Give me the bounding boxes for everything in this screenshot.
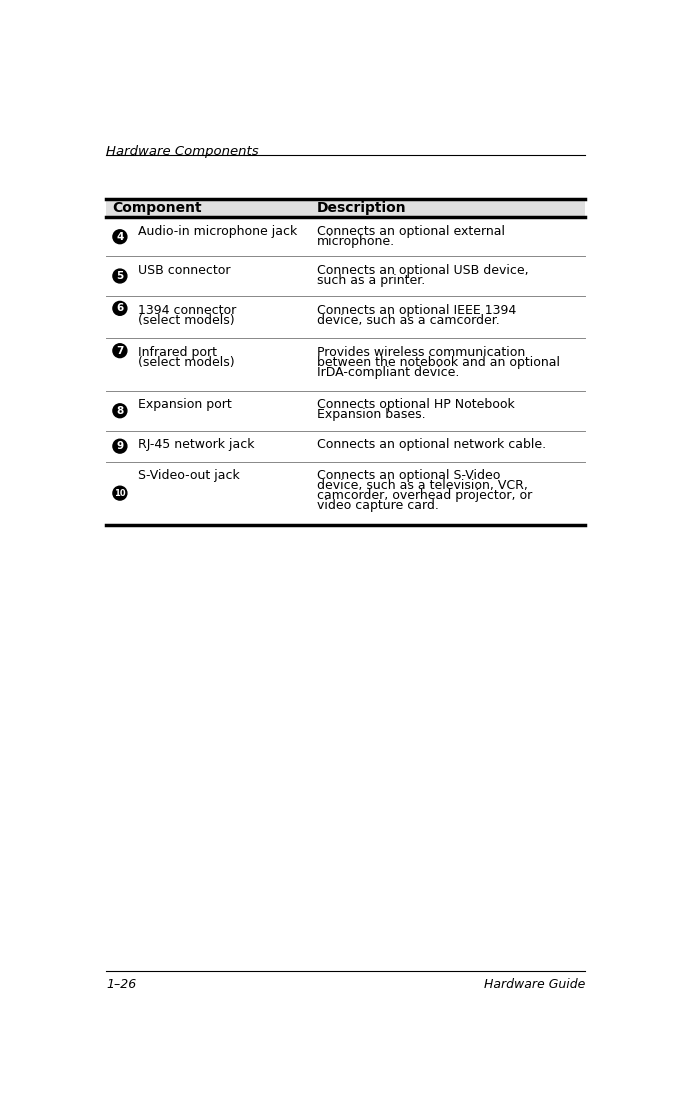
Text: Component: Component (112, 201, 202, 215)
Text: microphone.: microphone. (317, 235, 395, 248)
Text: 6: 6 (117, 304, 123, 314)
Text: Connects an optional IEEE 1394: Connects an optional IEEE 1394 (317, 304, 516, 317)
Text: 1394 connector: 1394 connector (138, 304, 237, 317)
Text: 4: 4 (116, 232, 123, 242)
Text: camcorder, overhead projector, or: camcorder, overhead projector, or (317, 490, 532, 502)
Text: Connects an optional network cable.: Connects an optional network cable. (317, 439, 546, 452)
Text: 10: 10 (114, 489, 126, 498)
Text: between the notebook and an optional: between the notebook and an optional (317, 356, 559, 370)
Text: Provides wireless communication: Provides wireless communication (317, 346, 525, 359)
Text: (select models): (select models) (138, 356, 235, 370)
Text: Audio-in microphone jack: Audio-in microphone jack (138, 225, 298, 238)
Text: Expansion bases.: Expansion bases. (317, 408, 425, 422)
Text: RJ-45 network jack: RJ-45 network jack (138, 439, 255, 452)
Circle shape (113, 229, 127, 244)
Circle shape (113, 486, 127, 500)
Text: Connects an optional USB device,: Connects an optional USB device, (317, 264, 528, 277)
Text: device, such as a television, VCR,: device, such as a television, VCR, (317, 480, 528, 492)
Text: Connects optional HP Notebook: Connects optional HP Notebook (317, 398, 514, 412)
Text: IrDA-compliant device.: IrDA-compliant device. (317, 366, 459, 380)
Text: video capture card.: video capture card. (317, 500, 439, 512)
Text: 1–26: 1–26 (106, 978, 136, 992)
Text: Description: Description (317, 201, 406, 215)
Text: device, such as a camcorder.: device, such as a camcorder. (317, 314, 499, 327)
Text: S-Video-out jack: S-Video-out jack (138, 470, 240, 482)
Text: Hardware Guide: Hardware Guide (483, 978, 585, 992)
Circle shape (113, 404, 127, 417)
Text: 5: 5 (117, 270, 123, 280)
Circle shape (113, 269, 127, 283)
Text: Connects an optional S-Video: Connects an optional S-Video (317, 470, 500, 482)
Text: 7: 7 (116, 346, 123, 356)
Text: Hardware Components: Hardware Components (106, 145, 259, 158)
Text: Connects an optional external: Connects an optional external (317, 225, 505, 238)
Text: Expansion port: Expansion port (138, 398, 233, 412)
Bar (106, 199, 585, 217)
Circle shape (113, 302, 127, 315)
Text: 8: 8 (117, 406, 123, 416)
Text: 9: 9 (117, 441, 123, 451)
Text: such as a printer.: such as a printer. (317, 274, 425, 287)
Circle shape (113, 440, 127, 453)
Text: (select models): (select models) (138, 314, 235, 327)
Text: Infrared port: Infrared port (138, 346, 218, 359)
Text: USB connector: USB connector (138, 264, 231, 277)
Circle shape (113, 344, 127, 357)
